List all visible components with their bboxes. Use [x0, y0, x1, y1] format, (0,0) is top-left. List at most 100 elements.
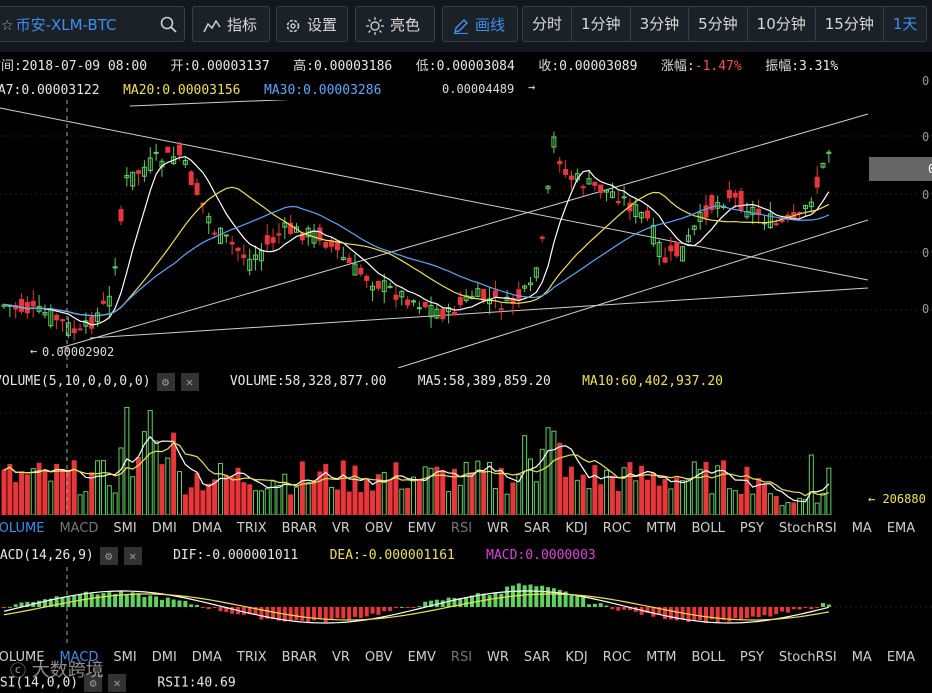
macd-close-icon[interactable]: ✕: [123, 546, 142, 565]
high-price-label: 0.00004489: [442, 82, 515, 96]
candlestick-chart[interactable]: 0.00004489 0.00002902: [0, 100, 932, 368]
interval-tab-1[interactable]: 1分钟: [572, 7, 631, 41]
search-icon[interactable]: [160, 16, 178, 34]
dif-value: -0.000001011: [204, 548, 299, 563]
rsi-close-icon[interactable]: ✕: [108, 674, 127, 692]
candle-body: [30, 300, 36, 307]
volume-bar: [586, 488, 592, 515]
macd-histogram-bar: [399, 606, 404, 608]
indicator-tab-vr[interactable]: VR: [331, 650, 350, 665]
volume-bar: [223, 475, 229, 515]
indicator-tab-kdj[interactable]: KDJ: [565, 521, 588, 536]
macd-histogram-bar: [306, 607, 311, 623]
indicator-tab-emv[interactable]: EMV: [407, 521, 436, 536]
indicator-tab-ema[interactable]: EMA: [886, 650, 916, 665]
macd-settings-icon[interactable]: ⚙: [99, 546, 118, 565]
indicator-tab-psy[interactable]: PSY: [739, 521, 764, 536]
macd-histogram-bar: [528, 584, 533, 607]
right-axis-tick-2: 0: [922, 130, 930, 144]
dif-label: DIF:: [173, 548, 205, 563]
indicator-tab-brar[interactable]: BRAR: [281, 521, 317, 536]
indicator-tab-volume[interactable]: VOLUME: [0, 650, 45, 665]
indicator-tab-stochrsi[interactable]: StochRSI: [778, 521, 837, 536]
macd-histogram-bar: [423, 601, 428, 607]
volume-bar: [329, 486, 335, 515]
indicator-tab-mtm[interactable]: MTM: [646, 650, 677, 665]
indicator-tab-macd[interactable]: MACD: [59, 521, 99, 536]
volume-close-icon[interactable]: ✕: [180, 372, 199, 391]
volume-chart[interactable]: [0, 393, 932, 515]
indicator-tab-rsi[interactable]: RSI: [450, 521, 473, 536]
volume-bar: [241, 482, 247, 515]
indicator-tab-ema[interactable]: EMA: [886, 521, 916, 536]
volume-bar: [352, 465, 358, 515]
volume-bar: [697, 468, 703, 515]
interval-tab-3[interactable]: 5分钟: [689, 7, 748, 41]
indicator-tab-ma[interactable]: MA: [851, 650, 872, 665]
indicator-tab-smi[interactable]: SMI: [113, 650, 137, 665]
indicator-tab-boll[interactable]: BOLL: [691, 650, 725, 665]
indicator-tab-boll[interactable]: BOLL: [691, 521, 725, 536]
trend-line-2: [397, 219, 869, 368]
settings-button[interactable]: 设置: [276, 6, 348, 42]
volume-bar: [217, 462, 223, 515]
indicator-tab-wr[interactable]: WR: [487, 650, 509, 665]
dea-label: DEA:: [329, 548, 361, 563]
volume-bar: [1, 469, 7, 515]
indicator-tab-volume[interactable]: VOLUME: [0, 521, 45, 536]
interval-tab-6[interactable]: 1天: [892, 15, 918, 33]
volume-bar: [317, 471, 323, 515]
interval-tab-2[interactable]: 3分钟: [631, 7, 690, 41]
macd-histogram-bar: [89, 593, 94, 607]
macd-chart[interactable]: [0, 567, 932, 645]
interval-tab-5[interactable]: 15分钟: [816, 7, 884, 41]
watermark: ⓒ 大数跨境: [10, 656, 104, 682]
indicator-tab-dma[interactable]: DMA: [191, 521, 222, 536]
candle-body: [282, 222, 288, 228]
macd-histogram-bar: [622, 607, 627, 610]
candle-body: [498, 308, 504, 311]
volume-settings-icon[interactable]: ⚙: [156, 372, 175, 391]
indicator-tab-wr[interactable]: WR: [487, 521, 509, 536]
interval-tab-4[interactable]: 10分钟: [748, 7, 816, 41]
indicator-tab-sar[interactable]: SAR: [523, 521, 551, 536]
indicator-tab-dmi[interactable]: DMI: [151, 521, 177, 536]
macd-histogram-bar: [130, 592, 135, 607]
indicator-tab-dmi[interactable]: DMI: [151, 650, 177, 665]
indicator-tab-smi[interactable]: SMI: [113, 521, 137, 536]
indicator-tab-dma[interactable]: DMA: [191, 650, 222, 665]
candle-body: [528, 282, 533, 286]
indicator-tab-brar[interactable]: BRAR: [281, 650, 317, 665]
trend-line-4: [129, 100, 290, 107]
candle-body: [294, 226, 299, 233]
indicator-tab-mtm[interactable]: MTM: [646, 521, 677, 536]
indicator-tab-ma[interactable]: MA: [851, 521, 872, 536]
indicator-tab-trix[interactable]: TRIX: [236, 521, 267, 536]
candle-body: [434, 308, 440, 319]
indicator-tab-stochrsi[interactable]: StochRSI: [778, 650, 837, 665]
indicator-tab-psy[interactable]: PSY: [739, 650, 764, 665]
star-icon[interactable]: ☆: [1, 17, 14, 34]
indicator-tab-trix[interactable]: TRIX: [236, 650, 267, 665]
volume-last-tag: ← 206880: [868, 492, 926, 506]
volume-bar: [826, 467, 832, 515]
macd-histogram-bar: [744, 607, 749, 619]
interval-tab-0[interactable]: 分时: [523, 7, 573, 41]
indicator-tab-rsi[interactable]: RSI: [450, 650, 473, 665]
indicator-tab-obv[interactable]: OBV: [364, 521, 393, 536]
indicator-tab-emv[interactable]: EMV: [407, 650, 436, 665]
indicator-tab-roc[interactable]: ROC: [602, 650, 632, 665]
volume-bar: [130, 476, 136, 515]
macd-histogram-bar: [113, 594, 118, 607]
theme-button[interactable]: 亮色: [355, 6, 435, 42]
indicators-button[interactable]: 指标: [192, 6, 270, 42]
symbol-search-box[interactable]: ☆ 币安-XLM-BTC: [0, 6, 185, 42]
macd-histogram-bar: [587, 604, 591, 607]
indicator-tab-obv[interactable]: OBV: [364, 650, 393, 665]
indicator-tab-sar[interactable]: SAR: [523, 650, 551, 665]
indicator-tab-roc[interactable]: ROC: [602, 521, 632, 536]
indicator-tab-macd[interactable]: MACD: [59, 650, 99, 665]
indicator-tab-vr[interactable]: VR: [331, 521, 350, 536]
draw-line-button[interactable]: 画线: [442, 6, 518, 42]
indicator-tab-kdj[interactable]: KDJ: [565, 650, 588, 665]
